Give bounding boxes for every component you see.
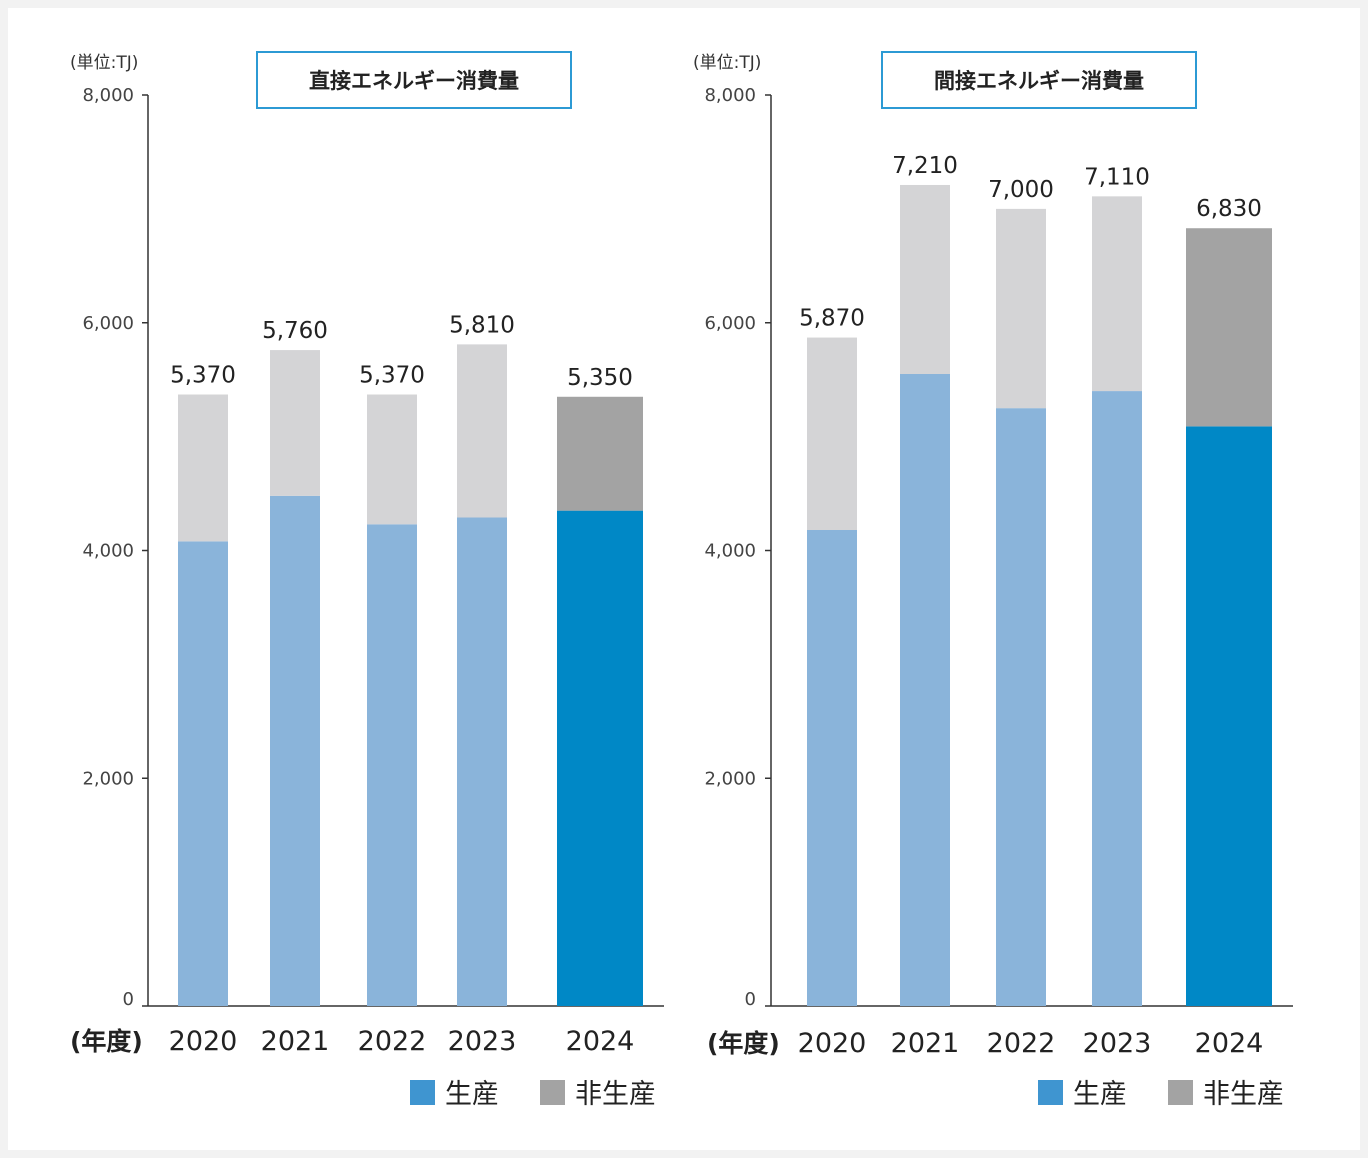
bar-non-production-2024 <box>557 396 643 511</box>
y-tick-label: 2,000 <box>704 768 756 789</box>
total-label-2024: 5,350 <box>567 365 633 391</box>
bar-non-production-2021 <box>900 184 950 374</box>
bar-non-production-2020 <box>807 337 857 531</box>
y-tick-label: 4,000 <box>82 541 134 562</box>
legend-swatch-production <box>1038 1080 1063 1105</box>
x-axis-unit-label: (年度) <box>707 1029 780 1058</box>
x-tick-label-2020: 2020 <box>798 1028 867 1059</box>
bar-non-production-2022 <box>367 394 417 525</box>
total-label-2024: 6,830 <box>1196 196 1262 222</box>
legend-swatch-non-production <box>540 1080 565 1105</box>
bar-production-2022 <box>367 524 417 1006</box>
bar-production-2024 <box>557 510 643 1006</box>
bar-production-2020 <box>178 541 228 1006</box>
chart-title-box <box>256 51 572 109</box>
y-tick-label: 8,000 <box>704 85 756 106</box>
total-label-2020: 5,870 <box>799 306 865 332</box>
x-axis-unit-label: (年度) <box>70 1027 143 1056</box>
x-tick-label-2020: 2020 <box>169 1026 238 1057</box>
bar-production-2020 <box>807 530 857 1006</box>
legend-label-production: 生産 <box>445 1079 499 1110</box>
bar-non-production-2023 <box>457 344 507 518</box>
legend-swatch-non-production <box>1168 1080 1193 1105</box>
legend-label-non-production: 非生産 <box>575 1079 656 1110</box>
bar-non-production-2022 <box>996 208 1046 409</box>
legend-swatch-production <box>410 1080 435 1105</box>
total-label-2022: 5,370 <box>359 362 425 388</box>
unit-label: (単位:TJ) <box>693 53 761 73</box>
chart-title: 直接エネルギー消費量 <box>309 69 519 93</box>
bar-production-2024 <box>1186 426 1272 1007</box>
x-tick-label-2023: 2023 <box>1083 1028 1152 1059</box>
bar-production-2022 <box>996 408 1046 1006</box>
y-tick-label: 2,000 <box>82 768 134 789</box>
y-tick-label: 4,000 <box>704 541 756 562</box>
total-label-2023: 5,810 <box>449 312 515 338</box>
total-label-2022: 7,000 <box>988 177 1054 203</box>
total-label-2021: 7,210 <box>892 153 958 179</box>
x-tick-label-2024: 2024 <box>566 1026 635 1057</box>
total-label-2023: 7,110 <box>1084 164 1150 190</box>
bar-non-production-2020 <box>178 394 228 542</box>
bar-non-production-2024 <box>1186 228 1272 427</box>
chart-direct-energy: (単位:TJ) 直接エネルギー消費量 0 2,000 4,000 6,000 8,000 5,… <box>70 51 664 1110</box>
total-label-2020: 5,370 <box>170 362 236 388</box>
y-tick-label: 6,000 <box>704 313 756 334</box>
chart-title: 間接エネルギー消費量 <box>934 69 1144 93</box>
legend-label-production: 生産 <box>1073 1079 1127 1110</box>
unit-label: (単位:TJ) <box>70 53 138 73</box>
y-tick-label: 0 <box>745 989 756 1010</box>
chart-title-box <box>881 51 1197 109</box>
x-tick-label-2024: 2024 <box>1195 1028 1264 1059</box>
bar-non-production-2023 <box>1092 196 1142 392</box>
x-tick-label-2021: 2021 <box>261 1026 330 1057</box>
chart-indirect-energy: (単位:TJ) 間接エネルギー消費量 0 2,000 4,000 6,000 8,000 5,… <box>693 51 1293 1110</box>
x-tick-label-2021: 2021 <box>891 1028 960 1059</box>
legend-label-non-production: 非生産 <box>1203 1079 1284 1110</box>
bar-production-2021 <box>270 495 320 1006</box>
bar-production-2023 <box>457 517 507 1006</box>
legend: 生産 非生産 <box>1038 1079 1284 1110</box>
x-tick-label-2022: 2022 <box>987 1028 1056 1059</box>
x-tick-label-2022: 2022 <box>358 1026 427 1057</box>
bar-non-production-2021 <box>270 350 320 496</box>
bar-production-2023 <box>1092 391 1142 1006</box>
total-label-2021: 5,760 <box>262 318 328 344</box>
y-tick-label: 0 <box>123 989 134 1010</box>
legend: 生産 非生産 <box>410 1079 656 1110</box>
x-tick-label-2023: 2023 <box>448 1026 517 1057</box>
y-tick-label: 6,000 <box>82 313 134 334</box>
bar-production-2021 <box>900 373 950 1006</box>
y-tick-label: 8,000 <box>82 85 134 106</box>
